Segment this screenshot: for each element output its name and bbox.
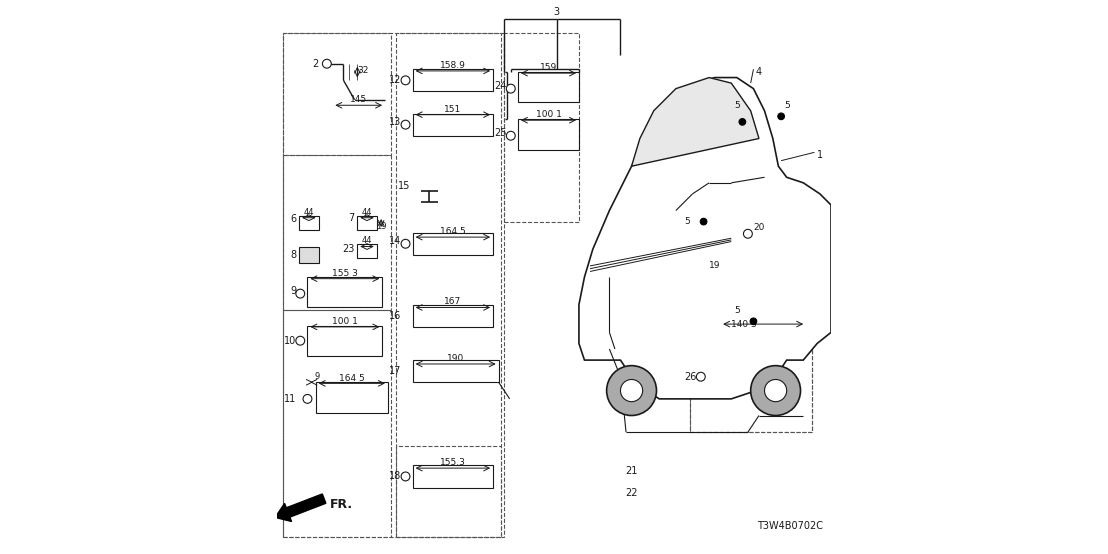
Text: FR.: FR. <box>330 497 352 511</box>
PathPatch shape <box>579 78 831 399</box>
Circle shape <box>700 218 707 225</box>
Circle shape <box>401 239 410 248</box>
Bar <box>283 155 391 310</box>
Bar <box>299 216 319 230</box>
Text: 13: 13 <box>389 117 401 127</box>
Bar <box>504 33 578 222</box>
Bar <box>519 72 579 102</box>
Text: 44: 44 <box>361 208 372 217</box>
Circle shape <box>620 379 643 402</box>
Circle shape <box>739 119 746 125</box>
Circle shape <box>304 394 312 403</box>
Text: T3W4B0702C: T3W4B0702C <box>757 521 822 531</box>
Circle shape <box>765 379 787 402</box>
Circle shape <box>401 472 410 481</box>
Text: 167: 167 <box>444 297 461 306</box>
Bar <box>689 321 811 432</box>
Text: 5: 5 <box>684 217 690 226</box>
Bar <box>519 119 579 150</box>
Text: 10: 10 <box>284 336 297 346</box>
Text: 23: 23 <box>342 244 355 254</box>
FancyArrow shape <box>275 494 326 521</box>
Text: 164 5: 164 5 <box>339 374 365 383</box>
Text: 190: 190 <box>447 354 464 363</box>
Bar <box>413 360 499 382</box>
Circle shape <box>751 366 800 416</box>
Circle shape <box>750 318 757 325</box>
Text: 145: 145 <box>350 95 368 104</box>
Text: 5: 5 <box>783 101 790 110</box>
Bar <box>413 233 493 255</box>
Text: 21: 21 <box>625 466 638 476</box>
Text: 20: 20 <box>753 223 765 232</box>
Bar <box>308 326 382 356</box>
Text: 14: 14 <box>389 236 401 246</box>
Text: 100 1: 100 1 <box>331 317 358 326</box>
Text: 4: 4 <box>756 67 762 77</box>
Text: 9: 9 <box>315 372 320 381</box>
Text: 158.9: 158.9 <box>440 61 465 70</box>
Bar <box>413 114 493 136</box>
Text: 19: 19 <box>709 261 720 270</box>
Circle shape <box>696 372 705 381</box>
Text: 19: 19 <box>376 222 387 230</box>
Bar <box>689 310 811 432</box>
Text: 7: 7 <box>348 213 355 223</box>
Text: 22: 22 <box>625 488 638 498</box>
Text: 155 3: 155 3 <box>331 269 358 278</box>
Text: 12: 12 <box>389 75 401 85</box>
Text: 44: 44 <box>361 237 372 245</box>
Bar <box>283 33 504 537</box>
Text: 155.3: 155.3 <box>440 458 465 467</box>
Text: 26: 26 <box>685 372 697 382</box>
Circle shape <box>322 59 331 68</box>
Text: 1: 1 <box>817 150 823 160</box>
Bar <box>413 69 493 91</box>
Text: 18: 18 <box>389 471 401 481</box>
Text: 2: 2 <box>312 59 319 69</box>
Bar <box>283 310 391 537</box>
Bar <box>299 247 319 263</box>
Bar <box>397 33 501 537</box>
Circle shape <box>401 76 410 85</box>
Text: 5: 5 <box>733 306 740 315</box>
Text: 5: 5 <box>733 101 740 110</box>
Text: 164 5: 164 5 <box>440 227 465 236</box>
Text: 3: 3 <box>554 7 560 17</box>
Circle shape <box>296 336 305 345</box>
Text: 25: 25 <box>494 128 506 138</box>
Text: 100 1: 100 1 <box>535 110 562 119</box>
Bar <box>397 446 501 537</box>
Text: 8: 8 <box>290 250 297 260</box>
Bar <box>316 382 388 413</box>
Bar <box>308 277 382 307</box>
Bar <box>357 244 377 258</box>
Text: 16: 16 <box>389 311 401 321</box>
Bar <box>283 33 391 155</box>
Circle shape <box>778 113 784 120</box>
Text: 9: 9 <box>290 286 297 296</box>
Bar <box>707 371 784 388</box>
Text: 159: 159 <box>540 63 557 72</box>
Circle shape <box>296 289 305 298</box>
Text: 140 3: 140 3 <box>731 320 757 329</box>
Text: 44: 44 <box>304 208 314 217</box>
Circle shape <box>506 131 515 140</box>
Text: 32: 32 <box>357 66 369 75</box>
Circle shape <box>401 120 410 129</box>
Text: 6: 6 <box>290 214 297 224</box>
Bar <box>413 305 493 327</box>
Bar <box>413 465 493 488</box>
Circle shape <box>607 366 656 416</box>
Text: 17: 17 <box>389 366 401 376</box>
Text: 11: 11 <box>284 394 297 404</box>
Text: 24: 24 <box>494 81 506 91</box>
Bar <box>357 216 377 230</box>
PathPatch shape <box>632 78 759 166</box>
Text: 151: 151 <box>444 105 461 114</box>
Text: 15: 15 <box>398 181 410 191</box>
Circle shape <box>506 84 515 93</box>
